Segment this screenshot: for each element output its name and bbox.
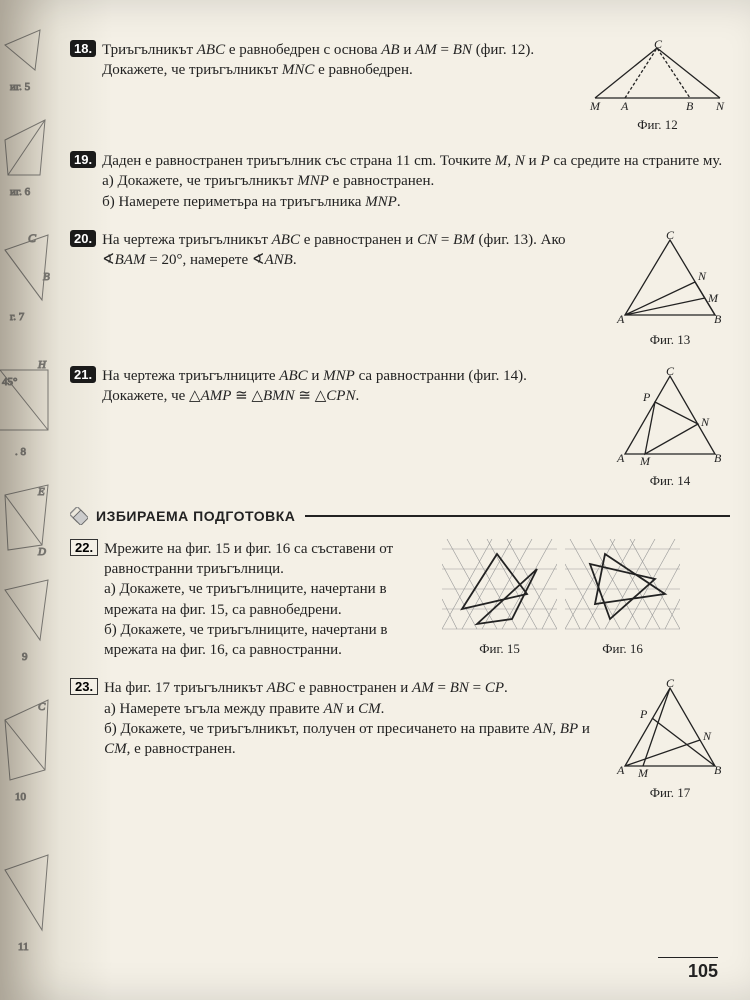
- figure-caption: Фиг. 13: [610, 332, 730, 348]
- figure-caption: Фиг. 12: [585, 117, 730, 133]
- problem-19: 19. Даден е равностранен триъгълник със …: [70, 151, 730, 212]
- problem-23-b: б) Докажете, че триъгълникът, получен от…: [104, 721, 590, 757]
- problem-text: Триъгълникът ABC е равнобедрен с основа …: [102, 40, 577, 81]
- problem-22: 22. Мрежите на фиг. 15 и фиг. 16 са съст…: [70, 539, 730, 661]
- svg-text:M: M: [639, 454, 651, 466]
- svg-text:M: M: [589, 99, 601, 110]
- problem-number-badge: 19.: [70, 151, 96, 168]
- textbook-page: иг. 5 иг. 6 C B г. 7 45° H . 8 E D 9: [0, 0, 750, 1000]
- svg-text:B: B: [714, 312, 722, 325]
- svg-text:иг. 5: иг. 5: [10, 81, 31, 93]
- problem-text: Мрежите на фиг. 15 и фиг. 16 са съставен…: [104, 539, 434, 661]
- svg-text:11: 11: [18, 941, 29, 953]
- svg-text:10: 10: [15, 791, 27, 803]
- problem-20: 20. На чертежа триъгълникът ABC е равнос…: [70, 230, 730, 348]
- svg-text:. 8: . 8: [15, 446, 27, 458]
- svg-text:H: H: [37, 359, 47, 371]
- svg-text:9: 9: [22, 651, 28, 663]
- problem-number-badge: 20.: [70, 230, 96, 247]
- figure-caption: Фиг. 14: [610, 473, 730, 489]
- svg-text:N: N: [697, 269, 707, 283]
- svg-text:M: M: [637, 766, 649, 778]
- problem-text: На чертежа триъгълникът ABC е равностран…: [102, 230, 602, 271]
- svg-text:P: P: [639, 707, 648, 721]
- figure-caption: Фиг. 16: [565, 641, 680, 657]
- svg-text:C: C: [38, 701, 46, 713]
- figure-caption: Фиг. 15: [442, 641, 557, 657]
- left-margin-figures: иг. 5 иг. 6 C B г. 7 45° H . 8 E D 9: [0, 0, 52, 1000]
- problem-number-box: 23.: [70, 678, 98, 695]
- svg-text:B: B: [714, 451, 722, 465]
- problem-23-text: На фиг. 17 триъгълникът ABC е равностран…: [104, 680, 508, 696]
- svg-text:C: C: [666, 366, 675, 378]
- svg-text:B: B: [714, 763, 722, 777]
- svg-text:A: A: [616, 451, 625, 465]
- diamond-icon: [70, 507, 88, 525]
- svg-text:P: P: [642, 390, 651, 404]
- svg-text:M: M: [707, 291, 719, 305]
- problem-number-box: 22.: [70, 539, 98, 556]
- svg-text:A: A: [616, 763, 625, 777]
- problem-19-b: б) Намерете периметъра на триъгълника MN…: [102, 194, 401, 210]
- figure-16: Фиг. 16: [565, 539, 680, 657]
- figure-caption: Фиг. 17: [610, 785, 730, 801]
- svg-text:иг. 6: иг. 6: [10, 186, 31, 198]
- problem-number-badge: 18.: [70, 40, 96, 57]
- section-header: ИЗБИРАЕМА ПОДГОТОВКА: [70, 507, 730, 525]
- problem-text: Даден е равностранен триъгълник със стра…: [102, 151, 730, 212]
- svg-text:C: C: [666, 678, 675, 690]
- svg-text:C: C: [28, 231, 37, 245]
- figure-13: C A B N M Фиг. 13: [610, 230, 730, 348]
- svg-text:N: N: [702, 729, 712, 743]
- svg-text:B: B: [686, 99, 694, 110]
- svg-text:C: C: [666, 230, 675, 242]
- page-number-rule: [658, 957, 718, 959]
- problem-22-a: а) Докажете, че триъгълниците, начертани…: [104, 581, 386, 617]
- problem-23-a: а) Намерете ъгъла между правите AN и CM.: [104, 701, 384, 717]
- figure-12: C M A B N Фиг. 12: [585, 40, 730, 133]
- page-number: 105: [688, 961, 718, 982]
- problem-21-text: На чертежа триъгълниците ABC и MNP са ра…: [102, 368, 527, 404]
- problem-19-text: Даден е равностранен триъгълник със стра…: [102, 153, 722, 169]
- problem-number-badge: 21.: [70, 366, 96, 383]
- problem-22-text: Мрежите на фиг. 15 и фиг. 16 са съставен…: [104, 541, 393, 577]
- problem-19-a: а) Докажете, че триъгълникът MNP е равно…: [102, 173, 434, 189]
- problem-text: На фиг. 17 триъгълникът ABC е равностран…: [104, 678, 602, 759]
- problem-23: 23. На фиг. 17 триъгълникът ABC е равнос…: [70, 678, 730, 801]
- svg-text:A: A: [620, 99, 629, 110]
- svg-text:B: B: [43, 271, 50, 283]
- figure-17: C A B P N M Фиг. 17: [610, 678, 730, 801]
- problem-22-b: б) Докажете, че триъгълниците, начертани…: [104, 622, 387, 658]
- section-divider: [305, 515, 730, 517]
- figure-15: Фиг. 15: [442, 539, 557, 657]
- figure-14: C A B P N M Фиг. 14: [610, 366, 730, 489]
- svg-text:A: A: [616, 312, 625, 325]
- svg-text:E: E: [37, 486, 45, 498]
- problem-21: 21. На чертежа триъгълниците ABC и MNP с…: [70, 366, 730, 489]
- svg-text:N: N: [715, 99, 725, 110]
- section-title: ИЗБИРАЕМА ПОДГОТОВКА: [96, 508, 295, 524]
- problem-20-text: На чертежа триъгълникът ABC е равностран…: [102, 232, 565, 268]
- svg-text:45°: 45°: [2, 376, 17, 388]
- svg-text:C: C: [654, 40, 663, 51]
- svg-text:N: N: [700, 415, 710, 429]
- problem-18: 18. Триъгълникът ABC е равнобедрен с осн…: [70, 40, 730, 133]
- page-content: 18. Триъгълникът ABC е равнобедрен с осн…: [70, 40, 730, 819]
- svg-text:г. 7: г. 7: [10, 311, 25, 323]
- svg-text:D: D: [37, 546, 46, 558]
- problem-text: На чертежа триъгълниците ABC и MNP са ра…: [102, 366, 602, 407]
- problem-18-text: Триъгълникът ABC е равнобедрен с основа …: [102, 42, 534, 78]
